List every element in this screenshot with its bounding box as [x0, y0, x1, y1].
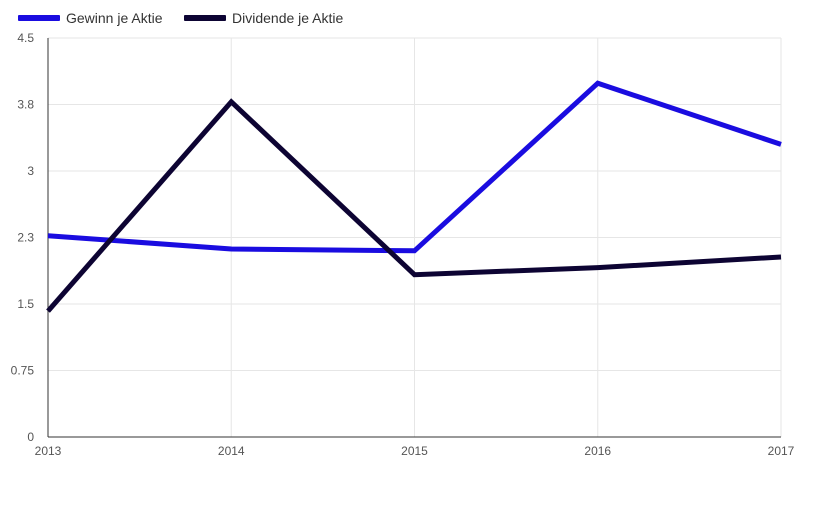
legend-label-gewinn: Gewinn je Aktie	[66, 10, 163, 26]
legend-swatch-gewinn	[18, 15, 60, 21]
legend-swatch-dividende	[184, 15, 226, 21]
y-tick-label: 3.8	[17, 98, 34, 112]
x-tick-label: 2013	[35, 444, 62, 458]
x-tick-label: 2015	[401, 444, 428, 458]
y-tick-label: 4.5	[17, 31, 34, 45]
series-line-gewinn[interactable]	[47, 80, 782, 254]
y-tick-label: 0	[27, 430, 34, 444]
x-tick-label: 2014	[218, 444, 245, 458]
y-tick-label: 3	[27, 164, 34, 178]
legend: Gewinn je Aktie Dividende je Aktie	[18, 10, 344, 26]
series-line-dividende[interactable]	[46, 98, 782, 313]
x-tick-label: 2017	[768, 444, 795, 458]
axes: 0 0.75 1.5 2.3 3 3.8 4.5 2013 2014 2015 2016 2017	[11, 31, 795, 458]
grid	[48, 37, 782, 437]
x-tick-label: 2016	[584, 444, 611, 458]
legend-item-dividende[interactable]: Dividende je Aktie	[184, 10, 344, 26]
legend-item-gewinn[interactable]: Gewinn je Aktie	[18, 10, 163, 26]
y-tick-label: 1.5	[17, 297, 34, 311]
y-tick-label: 0.75	[11, 364, 35, 378]
series-lines	[46, 80, 782, 313]
y-tick-label: 2.3	[17, 231, 34, 245]
legend-label-dividende: Dividende je Aktie	[232, 10, 344, 26]
